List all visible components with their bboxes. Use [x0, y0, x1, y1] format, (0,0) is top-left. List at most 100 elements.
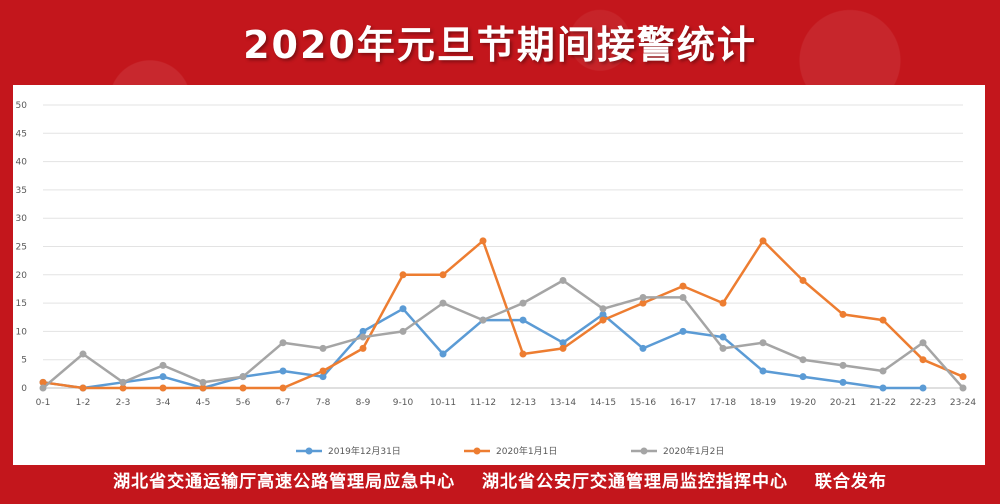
data-point	[559, 344, 567, 352]
series-points	[39, 237, 967, 392]
x-tick-label: 10-11	[430, 398, 456, 408]
data-point	[319, 373, 327, 381]
data-point	[879, 367, 887, 375]
data-point	[639, 293, 647, 301]
y-tick-label: 15	[16, 299, 27, 309]
data-point	[319, 344, 327, 352]
footer-credits: 湖北省交通运输厅高速公路管理局应急中心 湖北省公安厅交通管理局监控指挥中心 联合…	[0, 467, 1000, 492]
legend-item-2: 2020年1月1日	[464, 445, 557, 457]
x-tick-label: 15-16	[630, 398, 656, 408]
data-point	[599, 316, 607, 324]
x-tick-label: 0-1	[36, 398, 51, 408]
data-point	[359, 333, 367, 341]
data-point	[519, 299, 527, 307]
data-point	[719, 344, 727, 352]
data-point	[799, 373, 807, 381]
x-tick-label: 12-13	[510, 398, 536, 408]
y-tick-label: 25	[16, 243, 27, 253]
x-tick-label: 17-18	[710, 398, 736, 408]
data-point	[759, 339, 767, 347]
y-tick-label: 10	[16, 327, 28, 337]
data-point	[639, 299, 647, 307]
data-point	[799, 276, 807, 284]
series-line-3	[42, 279, 964, 389]
legend-swatch-marker	[473, 447, 481, 455]
data-point	[159, 384, 167, 392]
x-tick-label: 16-17	[670, 398, 696, 408]
x-tick-label: 13-14	[550, 398, 576, 408]
y-tick-label: 0	[21, 384, 27, 394]
x-tick-label: 19-20	[790, 398, 816, 408]
data-point	[679, 327, 687, 335]
data-point	[399, 305, 407, 313]
data-point	[79, 384, 87, 392]
data-point	[719, 333, 727, 341]
data-point	[959, 384, 967, 392]
data-point	[399, 271, 407, 279]
data-point	[519, 350, 527, 358]
x-tick-label: 6-7	[276, 398, 291, 408]
data-point	[399, 327, 407, 335]
data-point	[679, 293, 687, 301]
data-point	[959, 373, 967, 381]
data-point	[359, 344, 367, 352]
legend-swatch-marker	[640, 447, 648, 455]
x-tick-label: 7-8	[316, 398, 331, 408]
data-point	[279, 384, 287, 392]
data-point	[39, 384, 47, 392]
data-point	[119, 378, 127, 386]
legend-label: 2020年1月1日	[496, 445, 557, 457]
data-point	[919, 384, 927, 392]
x-tick-label: 4-5	[196, 398, 211, 408]
data-point	[559, 339, 567, 347]
y-tick-labels: 0 5 10 15 20 25 30 35 40 45 50	[16, 101, 28, 394]
y-tick-label: 20	[16, 271, 28, 281]
line-chart: 0 5 10 15 20 25 30 35 40 45 50 0-1 1-2 2-3 3-4 4-5 5-6 6…	[16, 101, 977, 457]
data-point	[319, 367, 327, 375]
data-point	[799, 356, 807, 364]
data-point	[279, 367, 287, 375]
data-point	[759, 237, 767, 245]
data-point	[519, 316, 527, 324]
footer-org-1: 湖北省交通运输厅高速公路管理局应急中心	[113, 472, 456, 492]
y-tick-label: 35	[16, 186, 27, 196]
data-point	[439, 271, 447, 279]
x-tick-label: 14-15	[590, 398, 616, 408]
gridlines	[43, 104, 963, 389]
x-tick-label: 20-21	[830, 398, 856, 408]
x-tick-label: 8-9	[356, 398, 371, 408]
legend: 2019年12月31日 2020年1月1日 2020年1月2日	[296, 445, 724, 457]
data-point	[359, 327, 367, 335]
data-point	[879, 316, 887, 324]
y-tick-label: 50	[16, 101, 28, 111]
x-tick-label: 21-22	[870, 398, 896, 408]
y-tick-label: 45	[16, 129, 27, 139]
data-point	[599, 305, 607, 313]
poster-title: 2020年元旦节期间接警统计	[243, 23, 757, 67]
legend-item-3: 2020年1月2日	[631, 445, 724, 457]
data-point	[159, 373, 167, 381]
data-point	[879, 384, 887, 392]
data-point	[839, 378, 847, 386]
data-point	[679, 282, 687, 290]
x-tick-label: 3-4	[156, 398, 171, 408]
legend-swatch-marker	[305, 447, 313, 455]
series-lines	[42, 239, 964, 390]
data-point	[199, 384, 207, 392]
data-point	[199, 378, 207, 386]
data-point	[239, 373, 247, 381]
data-point	[559, 276, 567, 284]
data-point	[599, 310, 607, 318]
series-line-2	[42, 239, 964, 390]
legend-label: 2019年12月31日	[328, 445, 401, 457]
y-tick-label: 40	[16, 158, 28, 168]
data-point	[759, 367, 767, 375]
footer-org-2: 湖北省公安厅交通管理局监控指挥中心	[482, 472, 788, 492]
chart-panel: 0 5 10 15 20 25 30 35 40 45 50 0-1 1-2 2-3 3-4 4-5 5-6 6…	[13, 85, 985, 465]
x-tick-label: 11-12	[470, 398, 496, 408]
y-tick-label: 5	[21, 356, 27, 366]
x-tick-label: 5-6	[236, 398, 251, 408]
data-point	[279, 339, 287, 347]
legend-label: 2020年1月2日	[663, 445, 724, 457]
